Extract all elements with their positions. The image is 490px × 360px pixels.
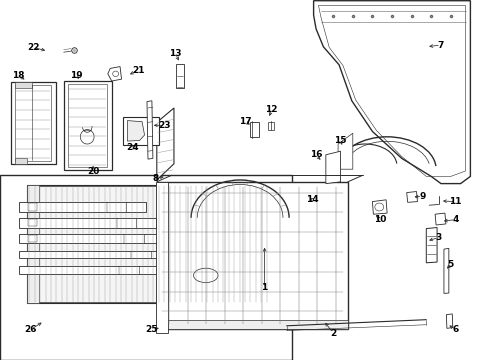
Text: 11: 11 [449,197,462,206]
Polygon shape [338,133,353,169]
Text: 13: 13 [169,49,182,58]
Polygon shape [27,185,272,303]
Text: 26: 26 [24,325,37,334]
Bar [15,85,51,161]
Polygon shape [407,192,417,202]
Bar [19,218,156,228]
Text: 18: 18 [12,71,25,80]
Bar [250,122,259,137]
Text: 12: 12 [265,105,278,114]
Polygon shape [157,108,174,180]
Bar [123,117,159,145]
Text: 15: 15 [334,136,347,145]
Bar [28,186,270,302]
Bar [28,203,37,211]
Polygon shape [15,82,32,88]
Polygon shape [435,213,446,225]
Text: 19: 19 [70,71,82,80]
Bar [157,320,348,329]
Text: 7: 7 [438,40,444,49]
Text: 23: 23 [158,121,171,130]
Text: 8: 8 [153,174,159,183]
Text: 17: 17 [239,117,251,126]
Text: 1: 1 [262,284,268,292]
Text: 2: 2 [330,328,336,338]
Polygon shape [27,185,39,303]
Text: 6: 6 [453,325,459,334]
Polygon shape [108,67,122,81]
Bar [28,219,37,226]
Bar [68,84,107,167]
Text: 14: 14 [306,195,319,204]
Bar [156,182,168,333]
Text: 20: 20 [87,166,99,175]
Text: 25: 25 [146,325,158,334]
Bar [19,234,163,243]
Polygon shape [15,158,27,164]
Text: 22: 22 [27,43,40,52]
Text: 5: 5 [448,260,454,269]
Text: 16: 16 [310,150,322,159]
Polygon shape [446,314,453,328]
Text: 24: 24 [126,143,139,152]
Bar [19,202,146,212]
Polygon shape [326,151,341,184]
Bar [19,266,158,274]
Bar [268,122,274,130]
Polygon shape [426,228,437,263]
Polygon shape [314,1,470,184]
Bar [0,175,292,360]
Bar [28,235,37,242]
Bar [157,182,348,329]
Bar [19,251,171,258]
Text: 21: 21 [132,66,145,75]
Polygon shape [444,248,449,293]
Bar [176,64,184,88]
Bar [64,81,112,170]
Bar [11,82,56,164]
Text: 3: 3 [436,233,441,242]
Text: 9: 9 [419,192,426,201]
Polygon shape [372,200,387,214]
Text: 4: 4 [452,215,459,224]
Text: 10: 10 [373,215,386,224]
Polygon shape [127,121,145,141]
Polygon shape [147,101,153,159]
